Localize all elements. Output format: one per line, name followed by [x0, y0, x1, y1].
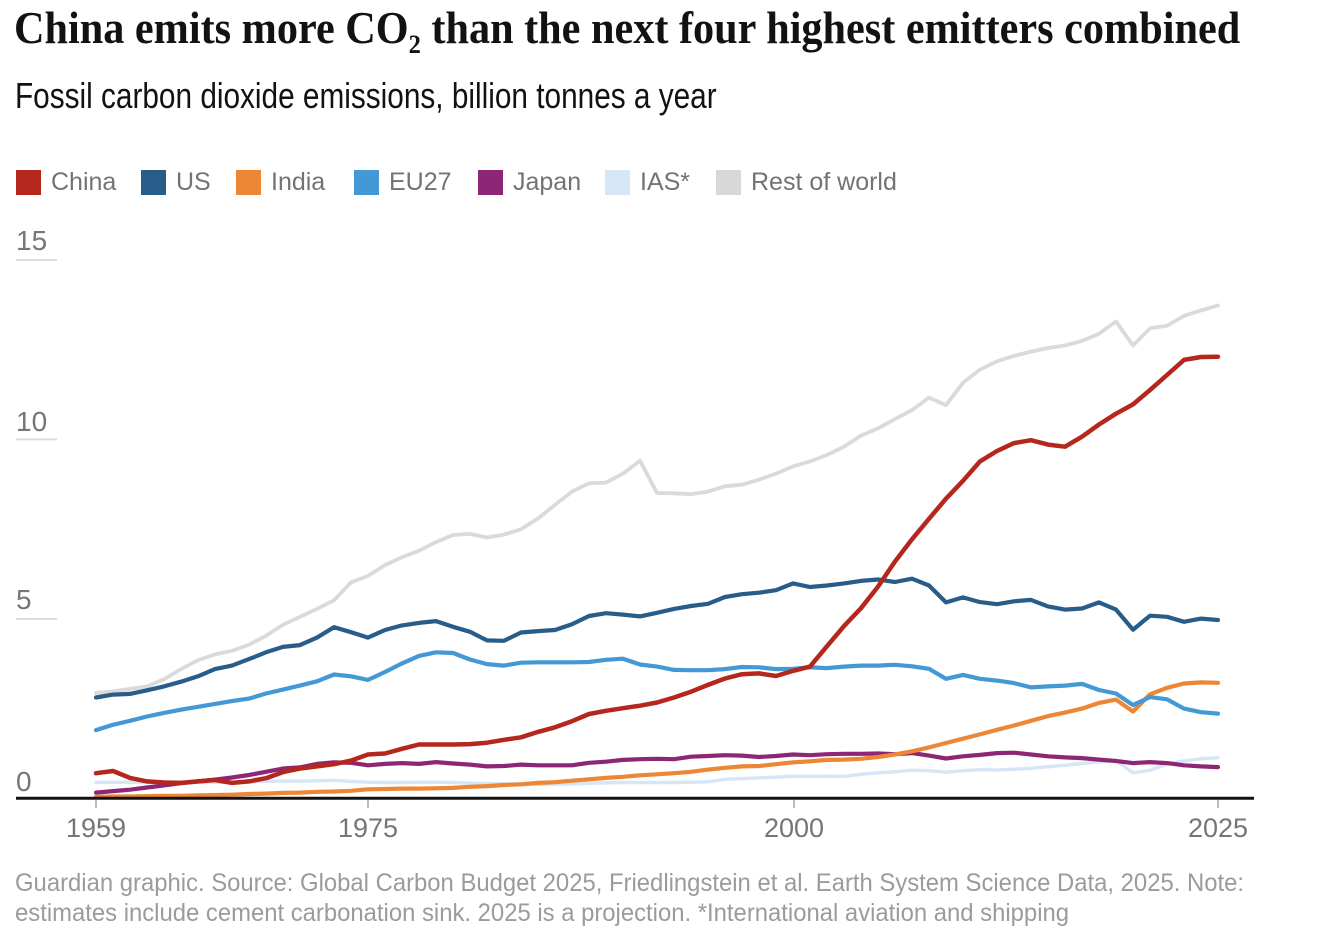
svg-text:1959: 1959 [66, 813, 126, 843]
svg-text:5: 5 [16, 584, 32, 615]
svg-text:2000: 2000 [764, 813, 824, 843]
svg-text:2025: 2025 [1188, 813, 1248, 843]
svg-text:10: 10 [16, 406, 47, 437]
svg-text:1975: 1975 [338, 813, 398, 843]
svg-text:15: 15 [16, 225, 47, 256]
svg-text:0: 0 [16, 766, 32, 797]
